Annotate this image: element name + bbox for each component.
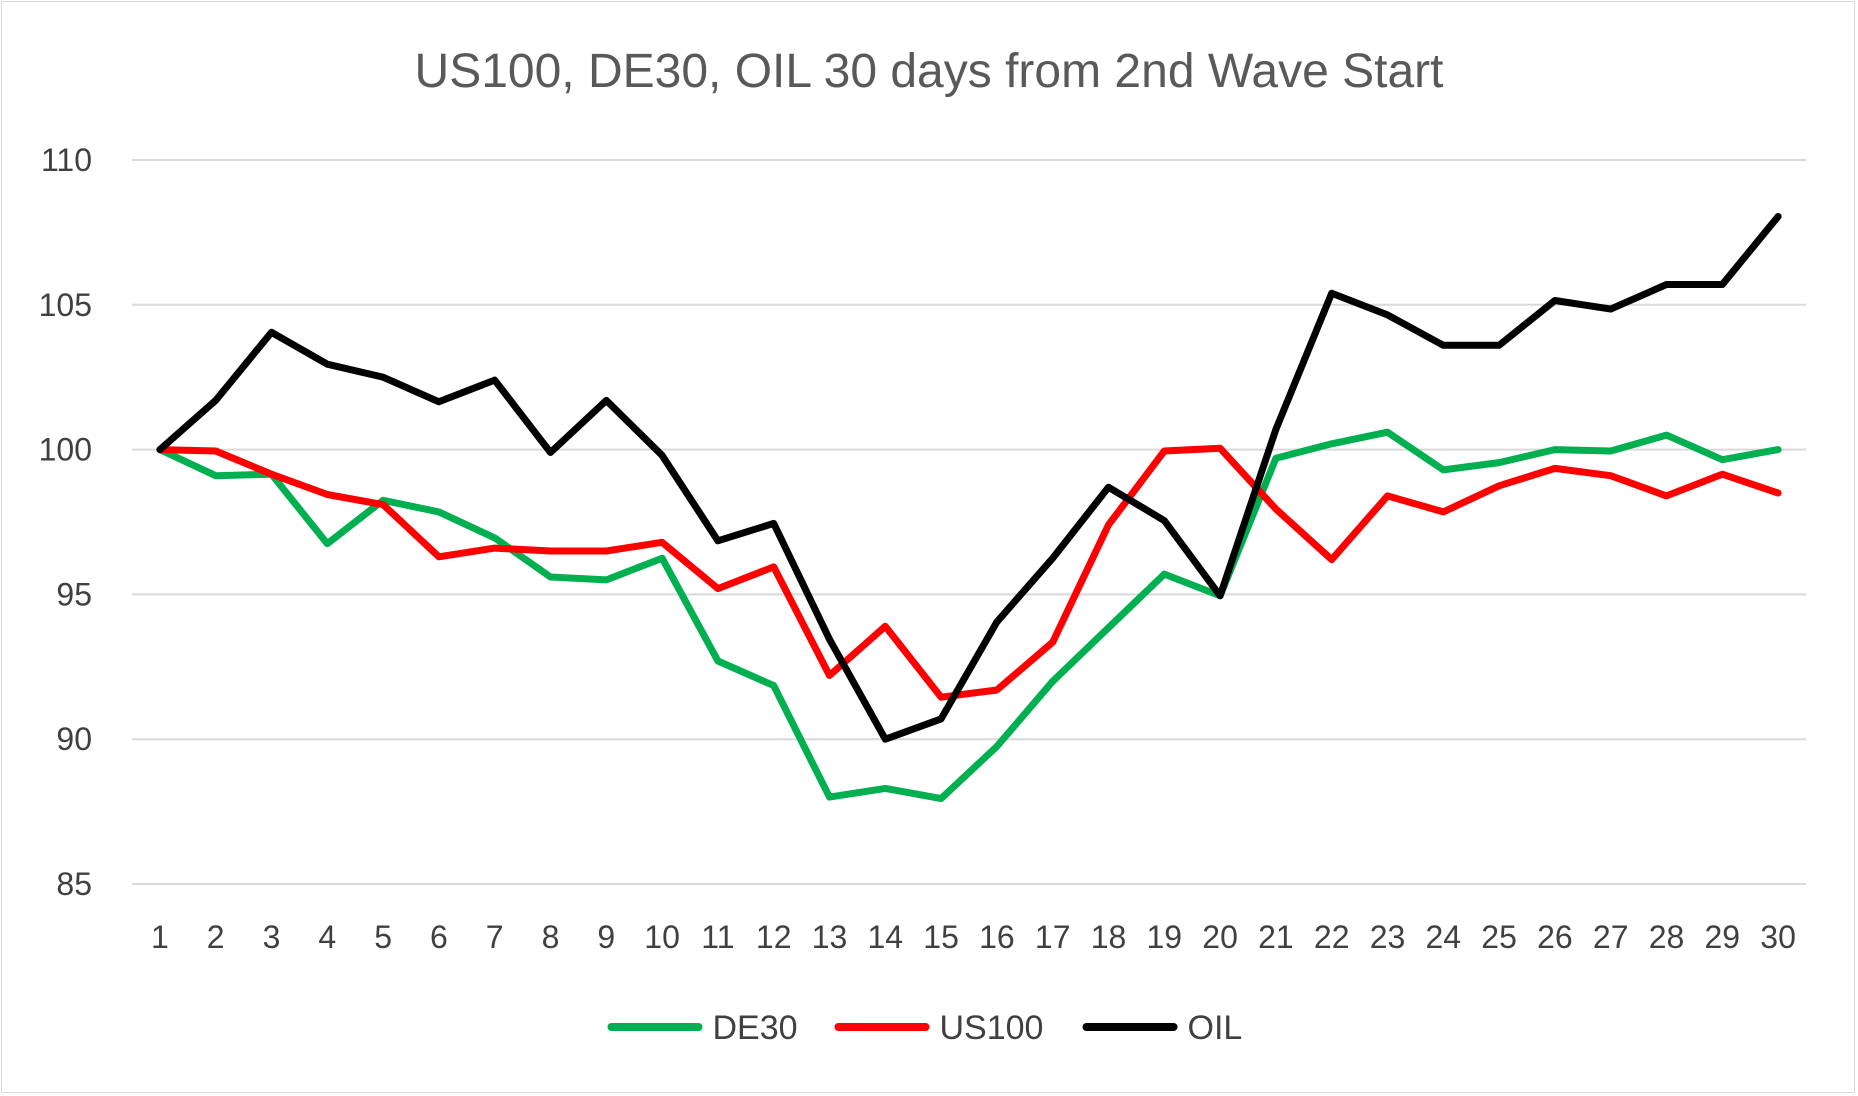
x-tick-label: 26 bbox=[1537, 919, 1573, 955]
x-tick-label: 1 bbox=[151, 919, 169, 955]
x-tick-label: 11 bbox=[701, 919, 734, 955]
x-tick-label: 29 bbox=[1705, 919, 1741, 955]
y-tick-label: 105 bbox=[39, 287, 92, 323]
x-tick-label: 2 bbox=[207, 919, 225, 955]
y-axis-ticks: 85 90 95 100 105 110 bbox=[39, 142, 92, 902]
legend-item-us100: US100 bbox=[834, 1009, 1044, 1047]
series-lines bbox=[156, 213, 1782, 803]
legend-item-de30: DE30 bbox=[607, 1009, 798, 1047]
x-tick-label: 27 bbox=[1593, 919, 1629, 955]
series-line-oil bbox=[156, 213, 1782, 743]
y-tick-label: 100 bbox=[39, 432, 92, 468]
y-tick-label: 90 bbox=[56, 721, 92, 757]
x-tick-label: 18 bbox=[1091, 919, 1127, 955]
y-tick-label: 95 bbox=[56, 576, 92, 612]
y-tick-label: 85 bbox=[56, 866, 92, 902]
x-tick-label: 15 bbox=[923, 919, 959, 955]
x-tick-label: 21 bbox=[1258, 919, 1294, 955]
gridlines bbox=[132, 159, 1806, 885]
x-tick-label: 25 bbox=[1481, 919, 1517, 955]
x-tick-label: 4 bbox=[318, 919, 336, 955]
x-tick-label: 20 bbox=[1202, 919, 1238, 955]
x-tick-label: 13 bbox=[812, 919, 848, 955]
chart-title: US100, DE30, OIL 30 days from 2nd Wave S… bbox=[415, 45, 1444, 98]
legend-label: OIL bbox=[1188, 1009, 1243, 1047]
x-tick-label: 10 bbox=[644, 919, 680, 955]
legend-label: DE30 bbox=[713, 1009, 798, 1047]
x-tick-label: 7 bbox=[486, 919, 504, 955]
x-tick-label: 28 bbox=[1649, 919, 1685, 955]
x-tick-label: 30 bbox=[1760, 919, 1796, 955]
x-tick-label: 19 bbox=[1147, 919, 1183, 955]
x-tick-label: 22 bbox=[1314, 919, 1350, 955]
legend-label: US100 bbox=[940, 1009, 1044, 1047]
x-axis-ticks: 1 2 3 4 5 6 7 8 9 10 11 12 13 14 15 16 17 18 19 20 21 22 23 24 2… bbox=[151, 919, 1796, 955]
x-tick-label: 6 bbox=[430, 919, 448, 955]
x-tick-label: 12 bbox=[756, 919, 792, 955]
x-tick-label: 17 bbox=[1035, 919, 1071, 955]
x-tick-label: 9 bbox=[597, 919, 615, 955]
x-tick-label: 8 bbox=[542, 919, 560, 955]
series-line-us100 bbox=[156, 444, 1782, 701]
x-tick-label: 5 bbox=[374, 919, 392, 955]
x-tick-label: 3 bbox=[263, 919, 281, 955]
legend: DE30 US100 OIL bbox=[607, 1009, 1243, 1047]
x-tick-label: 24 bbox=[1426, 919, 1462, 955]
x-tick-label: 14 bbox=[868, 919, 904, 955]
y-tick-label: 110 bbox=[41, 142, 92, 178]
x-tick-label: 23 bbox=[1370, 919, 1406, 955]
legend-item-oil: OIL bbox=[1082, 1009, 1243, 1047]
series-line-de30 bbox=[156, 428, 1782, 803]
x-tick-label: 16 bbox=[979, 919, 1015, 955]
